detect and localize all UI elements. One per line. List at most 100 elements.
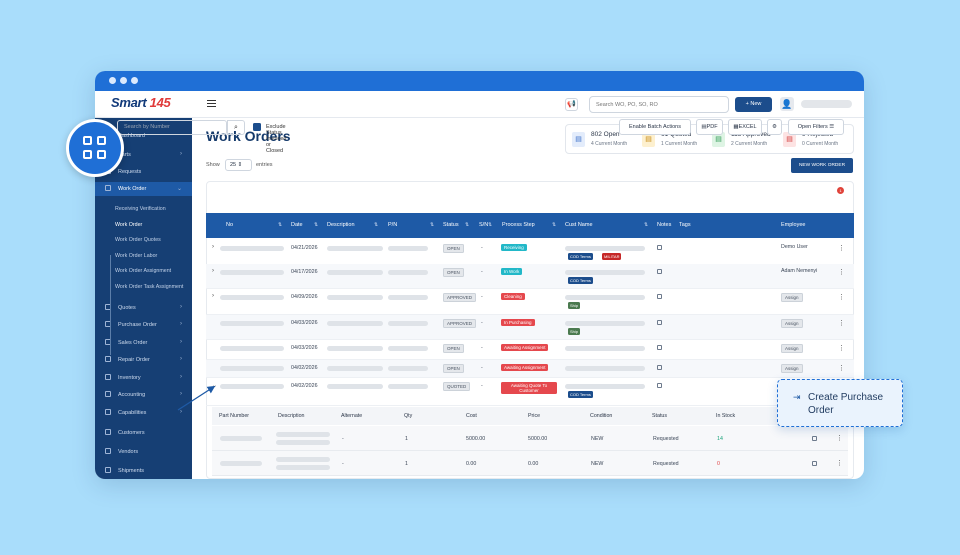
open-filters-button[interactable]: Open Filters ☰ [788,119,844,135]
pdf-button[interactable]: ▤PDF [696,119,723,135]
column-header[interactable]: Process Step [502,222,535,228]
expand-chevron-icon[interactable]: ⌄ [212,383,218,389]
window-dot[interactable] [131,77,138,84]
wo-number-placeholder [220,321,284,326]
column-header[interactable]: P/N [388,222,398,228]
sort-icon[interactable]: ⇅ [552,222,557,228]
settings-gear-icon[interactable]: ⚙ [767,119,782,135]
table-row[interactable]: 04/03/2026 APPROVED - In Purchasing Ship Assi… [206,315,854,340]
stat-card[interactable]: ▤ 802 Open 4 Current Month [572,130,642,150]
subtable-row[interactable]: - 1 5000.00 5000.00 NEW Requested 14 ⋮ [212,426,848,451]
column-header[interactable]: Cust Name [565,222,593,228]
status-badge: QUOTED [443,382,471,391]
note-icon[interactable] [812,436,817,441]
table-row[interactable]: › 04/21/2026 OPEN - Receiving COD Terms MILITA… [206,240,854,265]
column-header[interactable]: Employee [781,222,806,228]
customer-tag: Ship [568,328,581,335]
expand-chevron-icon[interactable]: › [212,293,214,299]
subrow-menu-icon[interactable]: ⋮ [836,435,843,442]
note-icon[interactable] [657,365,662,370]
batch-actions-button[interactable]: Enable Batch Actions [619,119,691,135]
description-placeholder [327,384,383,389]
sidebar-subitem[interactable]: Work Order Assignment [115,268,172,274]
sidebar-subitem[interactable]: Work Order Task Assignment [115,284,184,290]
sort-icon[interactable]: ⇅ [488,222,493,228]
note-icon[interactable] [657,294,662,299]
sidebar-item[interactable]: Capabilities › [95,406,192,420]
search-icon[interactable]: ⌕ [227,120,245,135]
column-header[interactable]: No [226,222,234,228]
sort-icon[interactable]: ⇅ [430,222,435,228]
window-dot[interactable] [109,77,116,84]
employee-cell[interactable]: Assign [781,344,803,353]
column-header[interactable]: S/N [479,222,489,228]
sidebar-item[interactable]: Work Order ⌄ [95,182,192,196]
row-menu-icon[interactable]: ⋮ [838,294,845,301]
exclude-checkbox[interactable] [253,123,261,131]
sort-icon[interactable]: ⇅ [278,222,283,228]
user-avatar-icon[interactable]: 👤 [780,97,794,111]
search-number-input[interactable]: Search by Number [117,120,227,135]
sidebar-subitem[interactable]: Work Order Quotes [115,237,161,243]
subtable-column-header: Alternate [341,413,363,419]
subtable-column-header: Condition [590,413,613,419]
new-work-order-button[interactable]: NEW WORK ORDER [791,158,853,173]
table-row[interactable]: 04/03/2026 OPEN - Awaiting Assignment Assign… [206,340,854,360]
expand-chevron-icon[interactable]: › [212,244,214,250]
alternate-cell: - [342,436,344,442]
sidebar-item[interactable]: Inventory › [95,371,192,385]
subrow-menu-icon[interactable]: ⋮ [836,460,843,467]
column-header[interactable]: Notes [657,222,672,228]
sort-icon[interactable]: ⇅ [314,222,319,228]
table-row[interactable]: 04/02/2026 OPEN - Awaiting Assignment Assign… [206,360,854,378]
menu-icon[interactable] [207,100,216,107]
sidebar-item-label: Inventory [118,375,141,381]
new-button[interactable]: + New [735,97,772,112]
sidebar-item[interactable]: Customers [95,426,192,440]
sidebar-subitem[interactable]: Receiving Verification [115,206,166,212]
megaphone-icon[interactable]: 📢 [565,98,578,111]
subtable-column-header: Qty [404,413,413,419]
note-icon[interactable] [657,383,662,388]
note-icon[interactable] [657,345,662,350]
excel-button[interactable]: ▦EXCEL [728,119,762,135]
sort-icon[interactable]: ⇅ [374,222,379,228]
sort-icon[interactable]: ⇅ [644,222,649,228]
entries-select[interactable]: 25 ⇕ [225,159,252,171]
table-row[interactable]: ⌄ 04/02/2026 QUOTED - Awaiting Quote To Cust… [206,378,854,406]
sidebar-item-label: Dashboard [118,133,145,139]
sidebar-item[interactable]: Repair Order › [95,353,192,367]
sort-icon[interactable]: ⇅ [465,222,470,228]
row-menu-icon[interactable]: ⋮ [838,269,845,276]
row-menu-icon[interactable]: ⋮ [838,245,845,252]
note-icon[interactable] [812,461,817,466]
create-purchase-order-popup[interactable]: ⇥ Create Purchase Order [777,379,903,427]
window-dot[interactable] [120,77,127,84]
sidebar-item[interactable]: Accounting › [95,388,192,402]
note-icon[interactable] [657,320,662,325]
global-search-input[interactable] [589,96,729,113]
table-row[interactable]: › 04/17/2026 OPEN - In Work COD Terms Adam Nem… [206,264,854,289]
employee-cell[interactable]: Assign [781,319,803,328]
column-header[interactable]: Description [327,222,355,228]
row-menu-icon[interactable]: ⋮ [838,345,845,352]
row-menu-icon[interactable]: ⋮ [838,320,845,327]
subtable-row[interactable]: - 1 0.00 0.00 NEW Requested 0 ⋮ [212,451,848,476]
column-header[interactable]: Tags [679,222,691,228]
note-icon[interactable] [657,245,662,250]
sidebar-item[interactable]: Shipments [95,464,192,478]
employee-cell[interactable]: Assign [781,364,803,373]
table-row[interactable]: › 04/09/2026 APPROVED - Cleaning Ship Assign ⋮ [206,289,854,315]
sidebar-subitem[interactable]: Work Order [115,222,143,228]
customer-placeholder [565,346,645,351]
row-menu-icon[interactable]: ⋮ [838,365,845,372]
employee-cell[interactable]: Assign [781,293,803,302]
note-icon[interactable] [657,269,662,274]
column-header[interactable]: Status [443,222,459,228]
app-logo[interactable]: Smart 145 [111,95,171,110]
sidebar-subitem[interactable]: Work Order Labor [115,253,158,259]
expand-chevron-icon[interactable]: › [212,268,214,274]
column-header[interactable]: Date [291,222,303,228]
apps-grid-button[interactable] [66,119,124,177]
sidebar-item[interactable]: Vendors [95,445,192,459]
